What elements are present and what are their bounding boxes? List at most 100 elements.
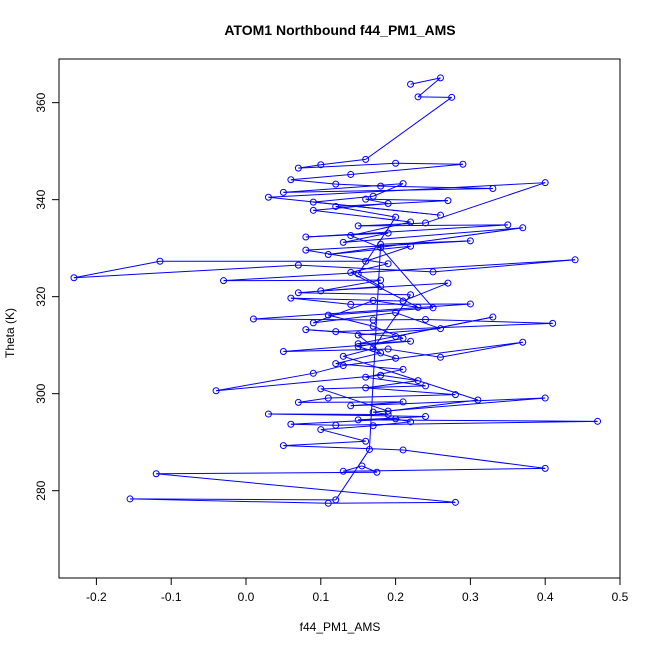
data-point xyxy=(436,211,444,219)
series-segment xyxy=(130,498,336,501)
series-segment xyxy=(417,77,441,98)
series-segment xyxy=(290,423,336,426)
data-point xyxy=(287,176,295,184)
data-point xyxy=(414,377,422,385)
data-point xyxy=(377,182,385,190)
data-point xyxy=(332,328,340,336)
series-segment xyxy=(343,341,523,367)
data-point xyxy=(354,331,362,339)
data-point xyxy=(126,495,134,503)
series-segment xyxy=(380,374,419,382)
x-axis-label: f44_PM1_AMS xyxy=(300,620,381,634)
data-point xyxy=(571,256,579,264)
data-point xyxy=(519,338,527,346)
data-point xyxy=(594,417,602,425)
data-point xyxy=(362,437,370,445)
data-point xyxy=(429,268,437,276)
data-point xyxy=(399,297,407,305)
data-point xyxy=(399,365,407,373)
series-segment xyxy=(313,312,396,324)
series-segment xyxy=(373,300,419,308)
series-segment xyxy=(328,245,411,255)
data-point xyxy=(324,394,332,402)
data-point xyxy=(279,442,287,450)
series-segment xyxy=(395,162,463,165)
data-point xyxy=(504,221,512,229)
data-point xyxy=(347,300,355,308)
data-point xyxy=(377,282,385,290)
series-segment xyxy=(358,415,426,421)
data-point xyxy=(309,206,317,214)
series-segment xyxy=(313,365,344,374)
series-segment xyxy=(357,334,381,354)
data-point xyxy=(384,411,392,419)
series-segment xyxy=(365,376,426,387)
data-point xyxy=(451,391,459,399)
data-point xyxy=(422,412,430,420)
data-point xyxy=(294,164,302,172)
y-tick-label: 340 xyxy=(34,189,48,209)
data-point xyxy=(347,402,355,410)
data-point xyxy=(392,354,400,362)
data-point xyxy=(294,261,302,269)
series-segment xyxy=(343,355,479,401)
series-segment xyxy=(298,292,411,296)
series-segment xyxy=(343,232,389,243)
data-point xyxy=(399,398,407,406)
series-segment xyxy=(320,158,366,166)
data-point xyxy=(392,332,400,340)
x-tick-label: 0.5 xyxy=(612,590,629,604)
series-segment xyxy=(358,224,508,227)
data-point xyxy=(302,326,310,334)
series-segment xyxy=(358,328,441,336)
data-point xyxy=(354,340,362,348)
data-point xyxy=(377,349,385,357)
series-segment xyxy=(305,240,471,251)
series-segment xyxy=(290,179,336,185)
data-point xyxy=(287,294,295,302)
data-point xyxy=(264,193,272,201)
data-point xyxy=(369,297,377,305)
y-axis: 280 300 320 340 360 xyxy=(34,92,59,501)
data-point xyxy=(377,371,385,379)
data-point xyxy=(369,422,377,430)
series-segment xyxy=(343,467,546,472)
series-segment xyxy=(283,445,404,451)
data-point xyxy=(362,373,370,381)
series-points xyxy=(70,74,602,507)
data-point xyxy=(279,188,287,196)
series-segment xyxy=(290,297,351,305)
data-point xyxy=(302,233,310,241)
data-point xyxy=(519,224,527,232)
data-point xyxy=(407,418,415,426)
series-segment xyxy=(313,300,374,324)
series-segment xyxy=(365,368,404,378)
series-segment xyxy=(313,203,389,211)
series-segment xyxy=(403,449,546,469)
data-point xyxy=(347,268,355,276)
series-segment xyxy=(365,198,448,202)
data-point xyxy=(339,362,347,370)
series-segment xyxy=(395,312,441,330)
series-segment xyxy=(350,397,546,407)
series-segment xyxy=(320,429,366,442)
data-point xyxy=(347,170,355,178)
data-point xyxy=(549,319,557,327)
data-point xyxy=(309,369,317,377)
series-segment xyxy=(253,303,471,320)
data-point xyxy=(541,179,549,187)
data-point xyxy=(407,242,415,250)
data-point xyxy=(373,468,381,476)
data-point xyxy=(362,257,370,265)
series-segment xyxy=(368,244,382,450)
series-segment xyxy=(432,259,576,273)
data-point xyxy=(339,352,347,360)
data-point xyxy=(474,396,482,404)
data-point xyxy=(384,345,392,353)
data-point xyxy=(339,238,347,246)
y-tick-label: 320 xyxy=(34,286,48,306)
data-point xyxy=(384,260,392,268)
series-segment xyxy=(335,200,448,207)
series-segment xyxy=(283,340,411,352)
series-segment xyxy=(380,247,434,309)
